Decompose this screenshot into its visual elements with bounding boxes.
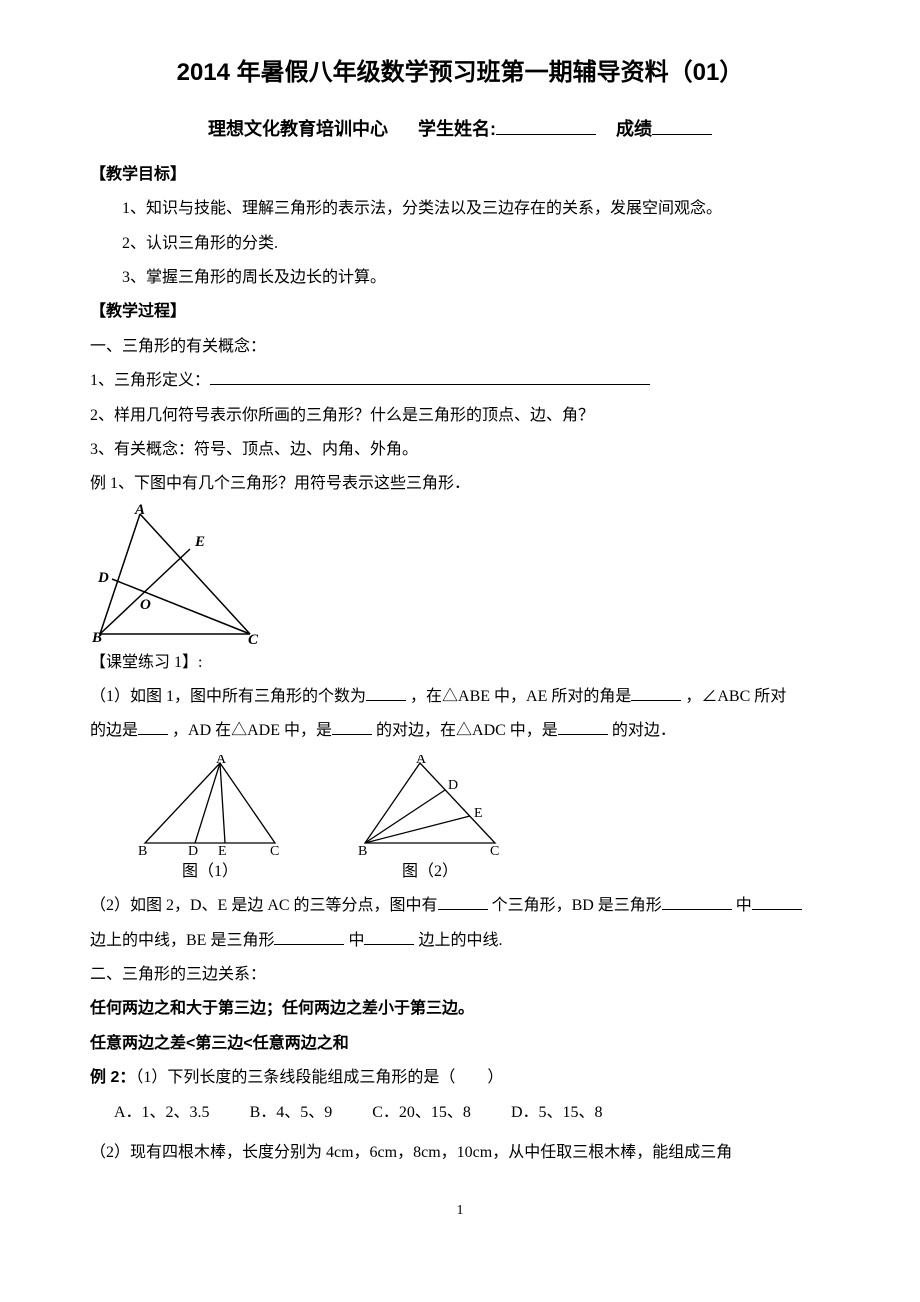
blank — [366, 684, 406, 701]
figure2-box: A B C D E 图（2） — [350, 755, 510, 887]
q3: 3、有关概念：符号、顶点、边、内角、外角。 — [90, 435, 830, 465]
p1g: 的对边． — [612, 722, 676, 739]
ex2-q1-text: （1）下列长度的三条线段能组成三角形的是（ ） — [135, 1069, 503, 1086]
svg-text:B: B — [358, 844, 367, 855]
blank — [364, 928, 414, 945]
example2-q1: 例 2：（1）下列长度的三条线段能组成三角形的是（ ） — [90, 1063, 830, 1093]
p2c: 中 — [736, 897, 752, 914]
rule2: 任意两边之差<第三边<任意两边之和 — [90, 1029, 830, 1059]
practice1-q2: （2）如图 2，D、E 是边 AC 的三等分点，图中有 个三角形，BD 是三角形… — [90, 891, 830, 921]
example1: 例 1、下图中有几个三角形？用符号表示这些三角形． — [90, 469, 830, 499]
p1a: （1）如图 1，图中所有三角形的个数为 — [90, 688, 366, 705]
center-name: 理想文化教育培训中心 — [208, 119, 388, 139]
def-label: 1、三角形定义： — [90, 372, 210, 389]
practice1-q2-line2: 边上的中线，BE 是三角形 中 边上的中线. — [90, 926, 830, 956]
p2d: 边上的中线，BE 是三角形 — [90, 932, 274, 949]
blank — [138, 718, 168, 735]
svg-text:D: D — [448, 778, 458, 793]
goal-3: 3、掌握三角形的周长及边长的计算。 — [90, 263, 830, 293]
student-blank — [496, 116, 596, 135]
blank — [558, 718, 608, 735]
figure-row: A B D E C 图（1） A B C D E 图（2） — [130, 755, 830, 887]
p2e: 中 — [348, 932, 364, 949]
svg-text:C: C — [490, 844, 499, 855]
goal-1: 1、知识与技能、理解三角形的表示法，分类法以及三边存在的关系，发展空间观念。 — [90, 194, 830, 224]
practice1-heading: 【课堂练习 1】: — [90, 648, 830, 678]
svg-text:A: A — [416, 755, 427, 767]
practice1-q1-line2: 的边是 ，AD 在△ADE 中，是 的对边，在△ADC 中，是 的对边． — [90, 716, 830, 746]
svg-text:C: C — [270, 844, 279, 855]
practice1-q1: （1）如图 1，图中所有三角形的个数为 ，在△ABE 中，AE 所对的角是 ，∠… — [90, 682, 830, 712]
svg-text:C: C — [248, 632, 259, 644]
p2a: （2）如图 2，D、E 是边 AC 的三等分点，图中有 — [90, 897, 438, 914]
rule1: 任何两边之和大于第三边；任何两边之差小于第三边。 — [90, 994, 830, 1024]
score-blank — [652, 116, 712, 135]
p2b: 个三角形，BD 是三角形 — [492, 897, 662, 914]
ex2-label: 例 2： — [90, 1069, 135, 1086]
blank — [662, 893, 732, 910]
svg-text:B: B — [91, 630, 102, 644]
svg-text:E: E — [218, 844, 227, 855]
score-label: 成绩 — [616, 119, 652, 139]
svg-text:A: A — [134, 504, 145, 518]
p1d: 的边是 — [90, 722, 138, 739]
p1c: ，∠ABC 所对 — [685, 688, 786, 705]
definition-line: 1、三角形定义： — [90, 366, 830, 396]
part2-title: 二、三角形的三边关系： — [90, 960, 830, 990]
blank — [332, 718, 372, 735]
options-row: A．1、2、3.5 B．4、5、9 C．20、15、8 D．5、15、8 — [114, 1098, 830, 1128]
blank — [631, 684, 681, 701]
figure-example1: A B C D E O — [90, 504, 830, 644]
goal-2: 2、认识三角形的分类. — [90, 229, 830, 259]
svg-text:E: E — [194, 534, 205, 550]
svg-text:A: A — [216, 755, 227, 767]
figure1-box: A B D E C 图（1） — [130, 755, 290, 887]
opt-d: D．5、15、8 — [511, 1098, 603, 1128]
opt-a: A．1、2、3.5 — [114, 1098, 210, 1128]
figure2-caption: 图（2） — [350, 857, 510, 887]
section-process-heading: 【教学过程】 — [90, 297, 830, 327]
svg-text:E: E — [474, 806, 483, 821]
doc-title: 2014 年暑假八年级数学预习班第一期辅导资料（01） — [90, 50, 830, 96]
blank — [274, 928, 344, 945]
svg-text:D: D — [188, 844, 198, 855]
opt-b: B．4、5、9 — [250, 1098, 333, 1128]
opt-c: C．20、15、8 — [372, 1098, 471, 1128]
p1f: 的对边，在△ADC 中，是 — [376, 722, 558, 739]
page-number: 1 — [90, 1198, 830, 1225]
student-label: 学生姓名: — [418, 119, 496, 139]
example2-q2: （2）现有四根木棒，长度分别为 4cm，6cm，8cm，10cm，从中任取三根木… — [90, 1138, 830, 1168]
part1-title: 一、三角形的有关概念： — [90, 332, 830, 362]
section-goal-heading: 【教学目标】 — [90, 160, 830, 190]
svg-text:D: D — [97, 570, 109, 586]
p2f: 边上的中线. — [418, 932, 502, 949]
p1e: ，AD 在△ADE 中，是 — [172, 722, 332, 739]
svg-text:B: B — [138, 844, 147, 855]
q2: 2、样用几何符号表示你所画的三角形？什么是三角形的顶点、边、角？ — [90, 401, 830, 431]
blank — [752, 893, 802, 910]
figure1-caption: 图（1） — [130, 857, 290, 887]
blank — [438, 893, 488, 910]
svg-text:O: O — [140, 597, 151, 613]
p1b: ，在△ABE 中，AE 所对的角是 — [410, 688, 631, 705]
doc-subtitle: 理想文化教育培训中心 学生姓名: 成绩 — [90, 112, 830, 146]
def-blank — [210, 368, 650, 385]
